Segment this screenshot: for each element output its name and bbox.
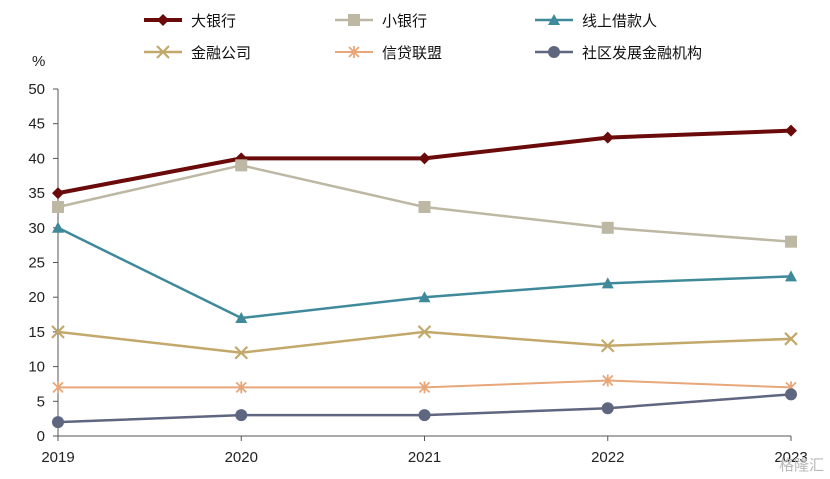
data-point (235, 312, 248, 324)
x-tick-label: 2023 (774, 449, 807, 466)
series-1 (52, 124, 797, 200)
series-5 (52, 374, 797, 394)
data-point (418, 152, 431, 165)
data-point (785, 235, 797, 248)
series-line (57, 226, 792, 320)
data-point (418, 291, 431, 303)
data-point (601, 277, 614, 289)
data-point (417, 325, 432, 339)
legend-item: 线上借款人 (535, 12, 657, 30)
data-point (601, 131, 614, 144)
data-point (418, 200, 431, 213)
legend-swatch-marker (156, 45, 170, 59)
legend-label: 信贷联盟 (382, 44, 442, 62)
axes: 0 5 10 15 20 25 30 35 40 45 50 2019 2020 2021 2022 2023 (28, 81, 807, 466)
data-point (601, 221, 614, 234)
data-point (785, 124, 797, 137)
data-point (602, 374, 614, 387)
legend-swatch-marker (348, 46, 360, 58)
y-tick-label: 10 (28, 359, 45, 376)
data-point (785, 270, 797, 282)
series-6 (52, 388, 797, 429)
data-point (235, 409, 248, 422)
y-tick-label: 50 (28, 81, 45, 98)
series-layer (51, 124, 798, 429)
y-tick-label: 35 (28, 185, 45, 202)
y-tick-label: 0 (37, 428, 45, 445)
x-tick-label: 2020 (225, 449, 258, 466)
legend-swatch-marker (548, 14, 560, 25)
y-tick-label: 15 (28, 324, 45, 341)
legend-item: 社区发展金融机构 (535, 44, 702, 62)
series-line (57, 330, 792, 354)
legend-label: 小银行 (382, 12, 427, 30)
data-point (785, 388, 797, 401)
y-unit-label: % (32, 53, 45, 70)
data-point (418, 381, 431, 394)
y-tick-label: 30 (28, 220, 45, 237)
y-tick-label: 45 (28, 116, 45, 133)
legend-label: 社区发展金融机构 (582, 44, 702, 62)
legend-swatch-marker (348, 14, 360, 26)
legend-item: 大银行 (144, 12, 236, 30)
data-point (52, 187, 64, 200)
data-point (52, 381, 64, 394)
x-tick-label: 2019 (41, 449, 74, 466)
y-tick-label: 20 (28, 289, 45, 306)
legend-swatch-marker (548, 46, 560, 58)
y-tick-label: 40 (28, 150, 45, 167)
data-point (235, 381, 247, 394)
data-point (601, 402, 614, 415)
y-tick-label: 25 (28, 255, 45, 272)
series-3 (52, 221, 797, 324)
series-2 (52, 159, 797, 248)
legend-item: 信贷联盟 (335, 44, 442, 62)
x-tick-label: 2021 (408, 449, 441, 466)
data-point (784, 332, 798, 346)
legend-label: 金融公司 (191, 44, 251, 62)
legend-swatch-marker (157, 14, 169, 26)
data-point (52, 416, 64, 429)
data-point (418, 409, 431, 422)
data-point (52, 221, 64, 233)
x-tick-label: 2022 (591, 449, 624, 466)
y-tick-label: 5 (37, 393, 45, 410)
legend-label: 大银行 (191, 12, 236, 30)
data-point (234, 345, 249, 360)
series-4 (51, 325, 798, 360)
data-point (51, 325, 65, 339)
data-point (600, 339, 615, 353)
data-point (235, 159, 248, 172)
legend-item: 金融公司 (144, 44, 251, 62)
legend-label: 线上借款人 (582, 12, 657, 30)
watermark: 格隆汇 (778, 456, 824, 474)
legend-item: 小银行 (335, 12, 427, 30)
data-point (52, 200, 64, 213)
